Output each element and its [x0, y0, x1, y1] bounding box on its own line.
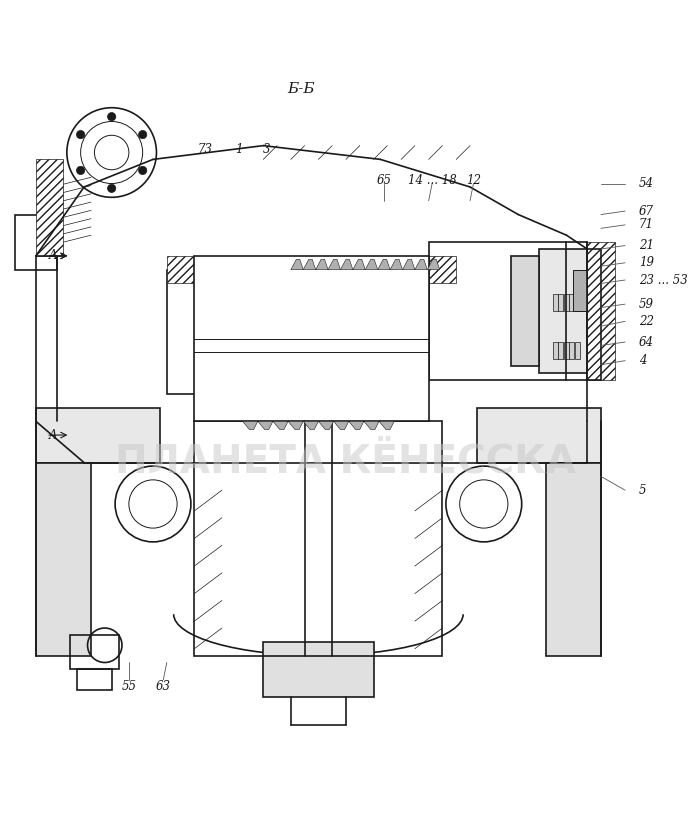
Text: ПЛАНЕТА КЁНЕССКА: ПЛАНЕТА КЁНЕССКА — [116, 443, 577, 482]
Bar — [195, 421, 442, 655]
Text: A: A — [49, 249, 57, 262]
Text: 54: 54 — [639, 177, 654, 190]
Bar — [263, 642, 374, 697]
Text: 63: 63 — [156, 680, 171, 693]
Text: 71: 71 — [639, 218, 654, 231]
Text: 4: 4 — [639, 355, 646, 367]
Polygon shape — [349, 421, 364, 430]
Text: 5: 5 — [639, 483, 646, 496]
Polygon shape — [273, 421, 288, 430]
Bar — [539, 249, 587, 373]
Text: 67: 67 — [639, 205, 654, 218]
Polygon shape — [303, 421, 319, 430]
Polygon shape — [402, 259, 415, 270]
Circle shape — [108, 184, 116, 192]
Polygon shape — [290, 259, 303, 270]
Text: 65: 65 — [377, 174, 391, 187]
Text: 73: 73 — [197, 143, 212, 156]
Polygon shape — [316, 259, 328, 270]
Polygon shape — [328, 259, 340, 270]
Bar — [553, 293, 557, 311]
Polygon shape — [427, 259, 440, 270]
Bar — [428, 256, 456, 284]
Text: 3: 3 — [263, 143, 270, 156]
Bar — [575, 293, 580, 311]
Polygon shape — [379, 421, 394, 430]
Bar — [573, 270, 587, 311]
Bar — [546, 463, 601, 655]
Bar — [512, 256, 539, 366]
Polygon shape — [340, 259, 353, 270]
Circle shape — [108, 112, 116, 121]
Text: A: A — [49, 429, 57, 442]
Bar — [36, 408, 160, 463]
Polygon shape — [365, 259, 378, 270]
Text: 59: 59 — [639, 297, 654, 311]
Bar — [553, 342, 557, 359]
Polygon shape — [390, 259, 402, 270]
Text: 19: 19 — [639, 256, 654, 269]
Bar — [167, 256, 195, 284]
Circle shape — [139, 166, 147, 174]
Bar — [569, 342, 574, 359]
Polygon shape — [195, 256, 428, 421]
Bar — [587, 242, 615, 380]
Bar — [558, 293, 563, 311]
Bar — [36, 463, 91, 655]
Circle shape — [139, 130, 147, 139]
Bar — [564, 342, 568, 359]
Polygon shape — [334, 421, 349, 430]
Text: 12: 12 — [466, 174, 481, 187]
Polygon shape — [288, 421, 303, 430]
Bar — [564, 293, 568, 311]
Bar — [70, 635, 118, 669]
Text: 22: 22 — [639, 315, 654, 328]
Text: 64: 64 — [639, 336, 654, 349]
Polygon shape — [303, 259, 316, 270]
Text: 21: 21 — [639, 239, 654, 252]
Polygon shape — [318, 421, 334, 430]
Bar — [77, 669, 112, 690]
Bar — [558, 342, 563, 359]
Polygon shape — [415, 259, 427, 270]
Text: Б-Б: Б-Б — [288, 82, 315, 96]
Polygon shape — [353, 259, 365, 270]
Bar — [569, 293, 574, 311]
Text: 55: 55 — [121, 680, 136, 693]
Polygon shape — [243, 421, 258, 430]
Bar — [167, 270, 270, 394]
Polygon shape — [258, 421, 273, 430]
Polygon shape — [364, 421, 379, 430]
Bar — [477, 408, 601, 463]
Circle shape — [76, 130, 85, 139]
Text: 14 ... 18: 14 ... 18 — [407, 174, 456, 187]
Bar — [36, 160, 64, 256]
Polygon shape — [36, 118, 636, 697]
Circle shape — [76, 166, 85, 174]
Bar — [575, 342, 580, 359]
Text: 1: 1 — [235, 143, 243, 156]
Polygon shape — [378, 259, 390, 270]
Text: 23 ... 53: 23 ... 53 — [639, 274, 687, 287]
Bar — [15, 214, 57, 270]
Bar — [428, 242, 587, 380]
